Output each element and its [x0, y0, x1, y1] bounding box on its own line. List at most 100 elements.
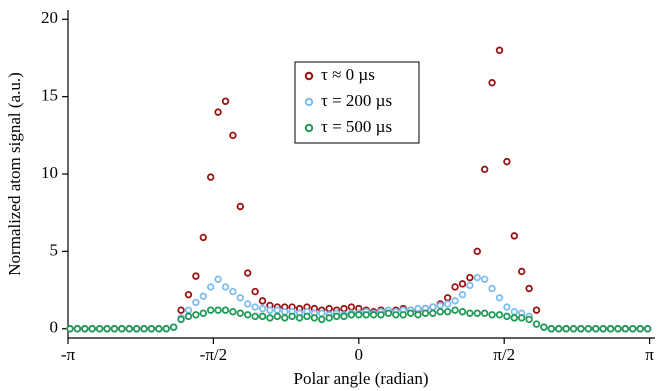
data-point [184, 290, 193, 299]
data-point [192, 311, 200, 319]
data-point [236, 294, 245, 302]
data-point [473, 247, 481, 256]
data-point [458, 290, 467, 299]
data-point [480, 165, 489, 174]
data-point [236, 202, 245, 211]
x-tick-label: 0 [355, 345, 364, 364]
data-point [466, 309, 474, 317]
data-point [236, 309, 245, 317]
data-point [169, 323, 178, 331]
data-point [592, 325, 600, 333]
data-point [325, 314, 333, 322]
data-point [214, 275, 222, 283]
data-point [273, 306, 282, 314]
data-point [599, 325, 607, 333]
y-tick-label: 10 [41, 163, 58, 182]
data-point [206, 173, 215, 181]
data-point [318, 315, 326, 324]
data-point [377, 311, 385, 319]
data-point [110, 325, 119, 333]
data-point [244, 300, 252, 308]
data-point [555, 325, 563, 333]
data-point [258, 304, 267, 313]
data-point [318, 309, 326, 317]
data-point [606, 325, 615, 333]
data-point [281, 314, 289, 322]
data-point [414, 311, 422, 319]
data-point [458, 307, 467, 316]
data-point [510, 307, 519, 316]
data-point [325, 304, 333, 313]
data-point [503, 312, 511, 321]
data-point [392, 311, 400, 319]
data-point [480, 275, 489, 283]
data-point [510, 232, 519, 240]
data-point [244, 311, 252, 319]
data-point [636, 325, 644, 333]
data-point [229, 131, 237, 140]
data-point [221, 97, 230, 105]
data-point [503, 157, 511, 166]
data-point [229, 287, 237, 296]
data-point [488, 284, 496, 293]
data-point [81, 325, 89, 333]
data-point [192, 272, 200, 280]
data-point [206, 283, 215, 291]
data-point [258, 297, 267, 305]
data-point [288, 312, 296, 321]
data-point [443, 294, 452, 302]
data-point [488, 311, 496, 319]
data-point [251, 287, 259, 296]
data-point [547, 325, 556, 333]
legend-marker [304, 71, 314, 81]
data-point [281, 307, 289, 316]
data-point [184, 306, 193, 314]
data-point [466, 273, 474, 282]
y-tick-label: 5 [50, 240, 59, 259]
data-point [244, 269, 252, 277]
data-point [199, 292, 207, 300]
data-point [406, 309, 415, 317]
y-tick-label: 20 [41, 8, 58, 27]
data-point [177, 306, 185, 314]
data-point [132, 325, 141, 333]
data-point [273, 312, 282, 321]
data-point [480, 309, 489, 317]
x-tick-label: -π/2 [200, 345, 227, 364]
data-point [473, 309, 481, 317]
data-point [206, 306, 215, 314]
data-point [488, 79, 496, 87]
data-point [73, 325, 82, 333]
data-point [295, 314, 304, 322]
legend-marker [304, 123, 314, 133]
data-point [414, 304, 422, 313]
data-point [369, 311, 378, 319]
legend-label: τ ≈ 0 µs [321, 65, 375, 84]
data-point [258, 312, 267, 321]
data-point [451, 283, 459, 291]
data-point [562, 325, 570, 333]
data-point [384, 309, 393, 317]
data-point [310, 314, 319, 322]
data-point [429, 309, 437, 317]
data-point [429, 303, 437, 311]
data-point [451, 297, 459, 305]
y-tick-label: 15 [41, 86, 58, 105]
data-point [88, 325, 96, 333]
data-point [162, 325, 170, 333]
data-point [332, 312, 341, 321]
data-point [125, 325, 133, 333]
data-point [340, 304, 348, 313]
data-point [355, 311, 363, 319]
data-point [436, 307, 444, 316]
y-tick-label: 0 [50, 318, 59, 337]
x-tick-label: π/2 [493, 345, 515, 364]
x-tick-label: -π [61, 345, 76, 364]
data-point [221, 283, 230, 291]
data-point [436, 301, 444, 310]
data-point [266, 306, 274, 314]
data-point [66, 325, 74, 333]
data-point [443, 300, 452, 308]
data-point [495, 311, 504, 319]
data-point [362, 311, 370, 319]
